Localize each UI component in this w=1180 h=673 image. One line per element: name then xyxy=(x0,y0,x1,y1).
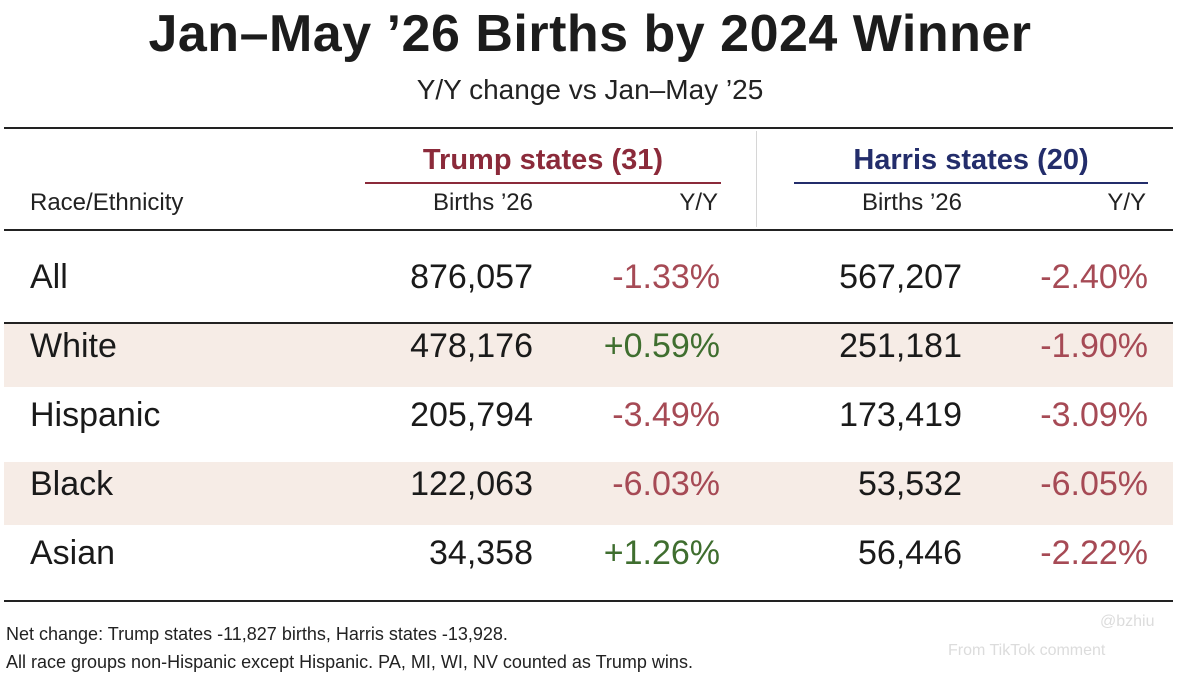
group-harris: Harris states (20) xyxy=(853,144,1089,176)
group-harris-underline xyxy=(794,182,1148,184)
note-race-groups: All race groups non-Hispanic except Hisp… xyxy=(6,652,693,672)
colhead-trump-yy: Y/Y xyxy=(679,189,718,216)
harris-yy-asian: -2.22% xyxy=(1040,534,1148,572)
colhead-harris-yy: Y/Y xyxy=(1107,189,1146,216)
header-rule xyxy=(4,229,1173,231)
trump-births-hispanic: 205,794 xyxy=(410,396,533,434)
trump-births-black: 122,063 xyxy=(410,465,533,503)
row-band-black xyxy=(4,462,1173,525)
harris-births-hispanic: 173,419 xyxy=(839,396,962,434)
trump-births-all: 876,057 xyxy=(410,258,533,296)
row-label-hispanic: Hispanic xyxy=(30,396,161,434)
watermark-handle: @bzhiu xyxy=(1100,613,1155,630)
harris-births-asian: 56,446 xyxy=(858,534,962,572)
group-trump-underline xyxy=(365,182,721,184)
colhead-trump-births: Births ’26 xyxy=(432,189,533,216)
chart-title: Jan–May ’26 Births by 2024 Winner xyxy=(148,5,1032,63)
harris-births-white: 251,181 xyxy=(839,327,962,365)
row-label-asian: Asian xyxy=(30,534,116,572)
note-net-change: Net change: Trump states -11,827 births,… xyxy=(6,624,508,644)
bottom-rule xyxy=(4,600,1173,602)
group-divider xyxy=(756,131,757,227)
watermark-brand: From TikTok comment xyxy=(948,642,1106,659)
colhead-harris-births: Births ’26 xyxy=(861,189,962,216)
row-header: Race/Ethnicity xyxy=(30,189,184,216)
harris-yy-black: -6.05% xyxy=(1040,465,1148,503)
row-label-all: All xyxy=(30,258,68,296)
trump-yy-hispanic: -3.49% xyxy=(612,396,720,434)
trump-yy-asian: +1.26% xyxy=(603,534,720,572)
group-trump: Trump states (31) xyxy=(422,144,664,176)
trump-yy-white: +0.59% xyxy=(603,327,720,365)
harris-yy-hispanic: -3.09% xyxy=(1040,396,1148,434)
row-band-white xyxy=(4,324,1173,387)
trump-births-white: 478,176 xyxy=(410,327,533,365)
top-rule xyxy=(4,127,1173,129)
trump-yy-all: -1.33% xyxy=(612,258,720,296)
all-row-rule xyxy=(4,322,1173,324)
harris-yy-all: -2.40% xyxy=(1040,258,1148,296)
row-label-black: Black xyxy=(30,465,114,503)
harris-births-black: 53,532 xyxy=(858,465,962,503)
chart-subtitle: Y/Y change vs Jan–May ’25 xyxy=(416,74,764,105)
trump-births-asian: 34,358 xyxy=(429,534,533,572)
harris-births-all: 567,207 xyxy=(839,258,962,296)
row-label-white: White xyxy=(30,327,117,365)
trump-yy-black: -6.03% xyxy=(612,465,720,503)
harris-yy-white: -1.90% xyxy=(1040,327,1148,365)
